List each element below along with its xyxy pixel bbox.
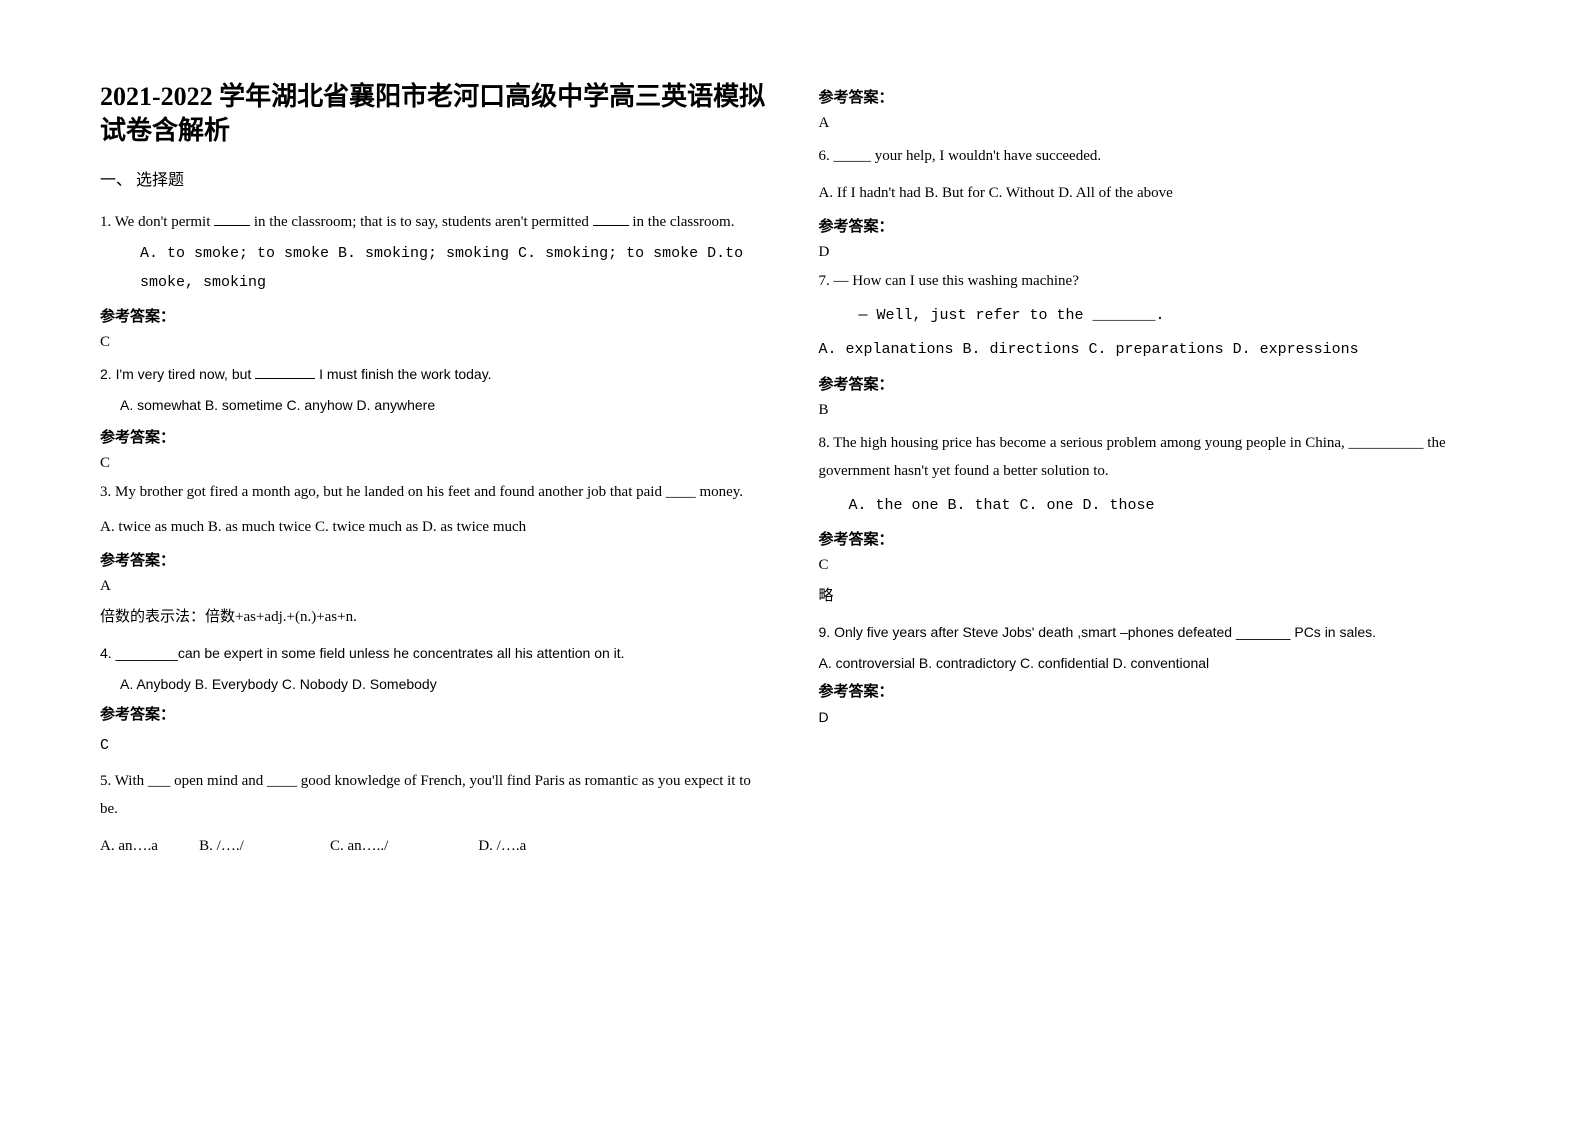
document-title: 2021-2022 学年湖北省襄阳市老河口高级中学高三英语模拟试卷含解析 (100, 80, 769, 148)
blank (255, 367, 315, 380)
section-heading: 一、 选择题 (100, 166, 769, 190)
q1-answer: C (100, 334, 769, 351)
answer-label: 参考答案： (100, 305, 769, 326)
question-4: 4. ________can be expert in some field u… (100, 640, 769, 761)
q4-options: A. Anybody B. Everybody C. Nobody D. Som… (100, 671, 769, 698)
q4-answer: C (100, 732, 769, 761)
q9-text: 9. Only five years after Steve Jobs' dea… (819, 619, 1488, 646)
page: 2021-2022 学年湖北省襄阳市老河口高级中学高三英语模拟试卷含解析 一、 … (100, 80, 1487, 866)
question-8: 8. The high housing price has become a s… (819, 429, 1488, 606)
answer-label: 参考答案： (100, 703, 769, 724)
question-3: 3. My brother got fired a month ago, but… (100, 478, 769, 626)
answer-label: 参考答案： (100, 426, 769, 447)
q7-text2: — Well, just refer to the _______. (819, 302, 1488, 331)
q2-options: A. somewhat B. sometime C. anyhow D. any… (100, 392, 769, 419)
q8-options: A. the one B. that C. one D. those (819, 492, 1488, 521)
question-6: 6. _____ your help, I wouldn't have succ… (819, 142, 1488, 261)
blank (214, 212, 250, 226)
q7-text: 7. — How can I use this washing machine? (819, 267, 1488, 296)
q3-text: 3. My brother got fired a month ago, but… (100, 478, 769, 507)
q7-answer: B (819, 402, 1488, 419)
q1-text: 1. We don't permit in the classroom; tha… (100, 208, 769, 237)
q4-text: 4. ________can be expert in some field u… (100, 640, 769, 667)
left-column: 2021-2022 学年湖北省襄阳市老河口高级中学高三英语模拟试卷含解析 一、 … (100, 80, 769, 866)
q9-answer: D (819, 709, 1488, 725)
q7-options: A. explanations B. directions C. prepara… (819, 336, 1488, 365)
q3-note: 倍数的表示法：倍数+as+adj.+(n.)+as+n. (100, 605, 769, 626)
q8-note: 略 (819, 584, 1488, 605)
q5-text: 5. With ___ open mind and ____ good know… (100, 767, 769, 824)
q3-options: A. twice as much B. as much twice C. twi… (100, 513, 769, 542)
q1-options: A. to smoke; to smoke B. smoking; smokin… (100, 240, 769, 297)
q6-answer: D (819, 244, 1488, 261)
q6-text: 6. _____ your help, I wouldn't have succ… (819, 142, 1488, 171)
right-column: 参考答案： A 6. _____ your help, I wouldn't h… (819, 80, 1488, 866)
q2-answer: C (100, 455, 769, 472)
answer-label: 参考答案： (819, 373, 1488, 394)
q9-options: A. controversial B. contradictory C. con… (819, 650, 1488, 677)
question-7: 7. — How can I use this washing machine?… (819, 267, 1488, 419)
answer-label: 参考答案： (100, 549, 769, 570)
question-1: 1. We don't permit in the classroom; tha… (100, 208, 769, 352)
q2-text: 2. I'm very tired now, but I must finish… (100, 361, 769, 388)
blank (593, 212, 629, 226)
q5-options: A. an….a B. /…./ C. an…../ D. /….a (100, 832, 769, 861)
q5-answer: A (819, 115, 1488, 132)
q6-options: A. If I hadn't had B. But for C. Without… (819, 179, 1488, 208)
question-9: 9. Only five years after Steve Jobs' dea… (819, 619, 1488, 725)
answer-label: 参考答案： (819, 680, 1488, 701)
answer-label: 参考答案： (819, 528, 1488, 549)
answer-label: 参考答案： (819, 86, 1488, 107)
q8-answer: C (819, 557, 1488, 574)
q3-answer: A (100, 578, 769, 595)
q8-text: 8. The high housing price has become a s… (819, 429, 1488, 486)
question-5: 5. With ___ open mind and ____ good know… (100, 767, 769, 861)
answer-label: 参考答案： (819, 215, 1488, 236)
question-2: 2. I'm very tired now, but I must finish… (100, 361, 769, 472)
